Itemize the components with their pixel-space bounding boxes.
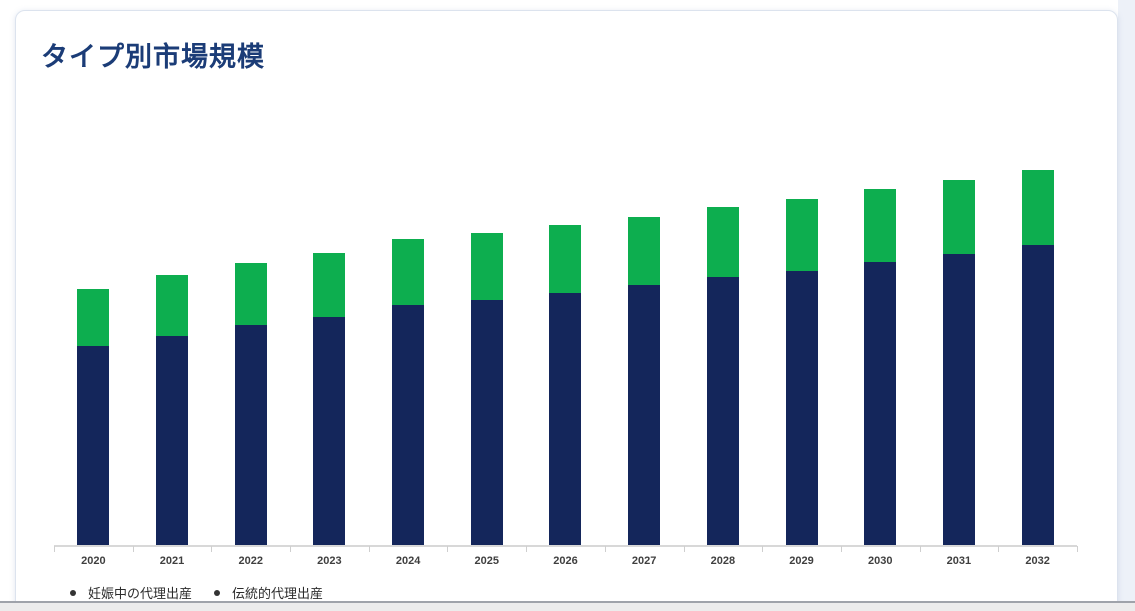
x-axis-label: 2030 — [867, 555, 893, 567]
bar-segment-traditional[interactable] — [628, 217, 661, 285]
bar-segment-gestational[interactable] — [549, 293, 582, 545]
x-axis-label: 2024 — [395, 555, 421, 567]
bar-segment-traditional[interactable] — [549, 225, 582, 293]
legend-item-traditional[interactable]: 伝統的代理出産 — [214, 583, 323, 602]
page-right-gutter — [1118, 0, 1135, 611]
bar-group — [840, 101, 920, 552]
x-axis-label: 2032 — [1025, 555, 1050, 567]
bar-segment-traditional[interactable] — [313, 253, 346, 317]
legend-bullet-icon — [214, 589, 221, 596]
bar-group — [526, 101, 605, 552]
bar-segment-gestational[interactable] — [470, 300, 503, 545]
x-axis-label: 2022 — [238, 555, 263, 567]
bar-segment-gestational[interactable] — [234, 325, 267, 545]
chart-card: タイプ別市場規模 2020 2021 2022 2023 2024 2025 2026 202… — [15, 10, 1118, 611]
bar-segment-gestational[interactable] — [628, 285, 661, 545]
bar-group — [368, 101, 448, 552]
stacked-bar[interactable] — [1021, 170, 1054, 545]
bar-segment-gestational[interactable] — [313, 317, 346, 545]
bar-segment-gestational[interactable] — [706, 277, 739, 545]
bar-segment-traditional[interactable] — [156, 275, 189, 336]
chart-legend: 妊娠中の代理出産 伝統的代理出産 — [70, 583, 323, 602]
bar-segment-traditional[interactable] — [706, 207, 739, 277]
legend-bullet-icon — [70, 589, 76, 596]
stacked-bar[interactable] — [470, 233, 503, 545]
legend-item-gestational[interactable]: 妊娠中の代理出産 — [70, 583, 192, 602]
legend-item-label: 妊娠中の代理出産 — [88, 586, 193, 601]
bar-segment-gestational[interactable] — [785, 271, 818, 545]
bar-segment-traditional[interactable] — [470, 233, 503, 300]
stacked-bar[interactable] — [785, 199, 818, 545]
x-axis-label: 2031 — [946, 555, 972, 567]
bar-group — [290, 101, 369, 552]
stacked-bar[interactable] — [942, 180, 975, 545]
x-axis-label: 2026 — [553, 555, 578, 567]
bar-group — [919, 101, 999, 552]
stacked-bar[interactable] — [864, 189, 897, 545]
legend-item-label: 伝統的代理出産 — [232, 586, 324, 601]
bar-segment-traditional[interactable] — [77, 289, 110, 346]
x-axis-label: 2028 — [710, 555, 736, 567]
stacked-bar[interactable] — [313, 253, 346, 545]
bar-segment-gestational[interactable] — [156, 336, 189, 545]
bar-segment-gestational[interactable] — [1021, 245, 1054, 545]
x-axis-label: 2027 — [631, 555, 657, 567]
x-axis-label: 2021 — [159, 555, 185, 567]
bar-group — [132, 101, 212, 552]
bar-group — [211, 101, 290, 552]
x-axis-label: 2029 — [789, 555, 814, 567]
bar-group — [683, 101, 763, 552]
bar-segment-gestational[interactable] — [864, 262, 897, 545]
bar-segment-gestational[interactable] — [392, 305, 425, 545]
stacked-bar[interactable] — [549, 225, 582, 545]
bar-segment-traditional[interactable] — [942, 180, 975, 254]
bar-group — [447, 101, 526, 552]
bar-segment-traditional[interactable] — [1021, 170, 1054, 245]
bar-segment-gestational[interactable] — [77, 346, 110, 545]
bar-segment-gestational[interactable] — [942, 254, 975, 545]
bottom-divider — [0, 601, 1135, 611]
bar-group — [998, 101, 1077, 552]
stacked-bar[interactable] — [77, 289, 110, 545]
stacked-bar[interactable] — [156, 275, 189, 545]
bar-segment-traditional[interactable] — [785, 199, 818, 271]
bar-segment-traditional[interactable] — [392, 239, 425, 305]
bar-group — [762, 101, 841, 552]
x-axis-label: 2025 — [474, 555, 500, 567]
chart-title: タイプ別市場規模 — [41, 42, 265, 72]
stacked-bar[interactable] — [706, 207, 739, 545]
bar-segment-traditional[interactable] — [864, 189, 897, 262]
bar-segment-traditional[interactable] — [234, 263, 267, 325]
stacked-bar[interactable] — [392, 239, 425, 545]
x-axis-label: 2020 — [81, 555, 106, 567]
x-axis: 2020 2021 2022 2023 2024 2025 2026 2027 2028 2029… — [54, 555, 1077, 567]
bar-group — [604, 101, 684, 552]
bar-group — [54, 101, 133, 552]
x-axis-label: 2023 — [317, 555, 342, 567]
chart-plot-area — [54, 101, 1078, 552]
stacked-bar[interactable] — [234, 263, 267, 545]
stacked-bar[interactable] — [628, 217, 661, 545]
